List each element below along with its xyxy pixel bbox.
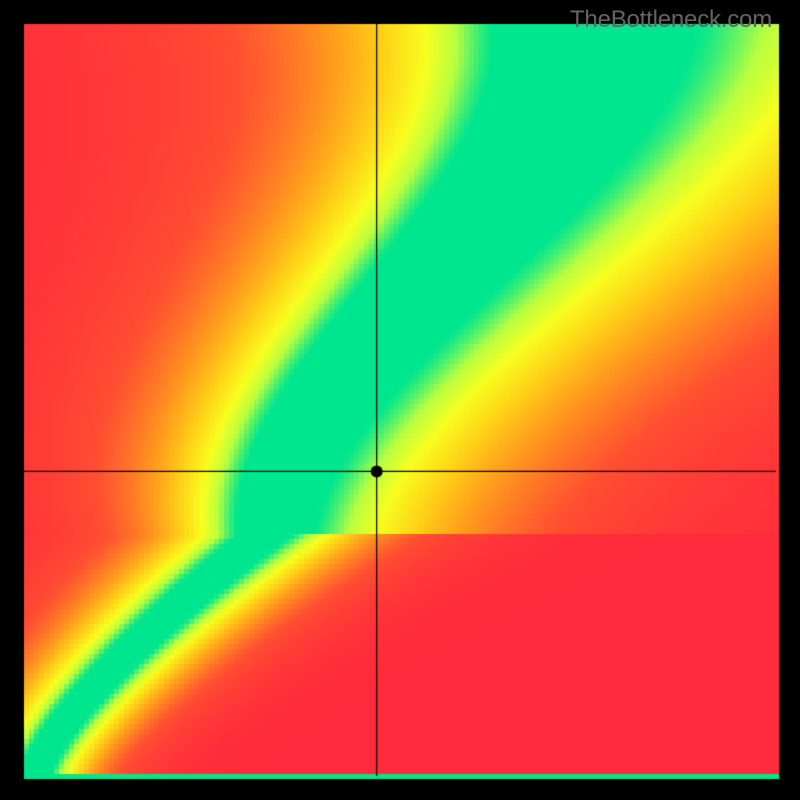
watermark-text: TheBottleneck.com: [570, 6, 772, 34]
chart-container: TheBottleneck.com: [0, 0, 800, 800]
bottleneck-heatmap: [0, 0, 800, 800]
